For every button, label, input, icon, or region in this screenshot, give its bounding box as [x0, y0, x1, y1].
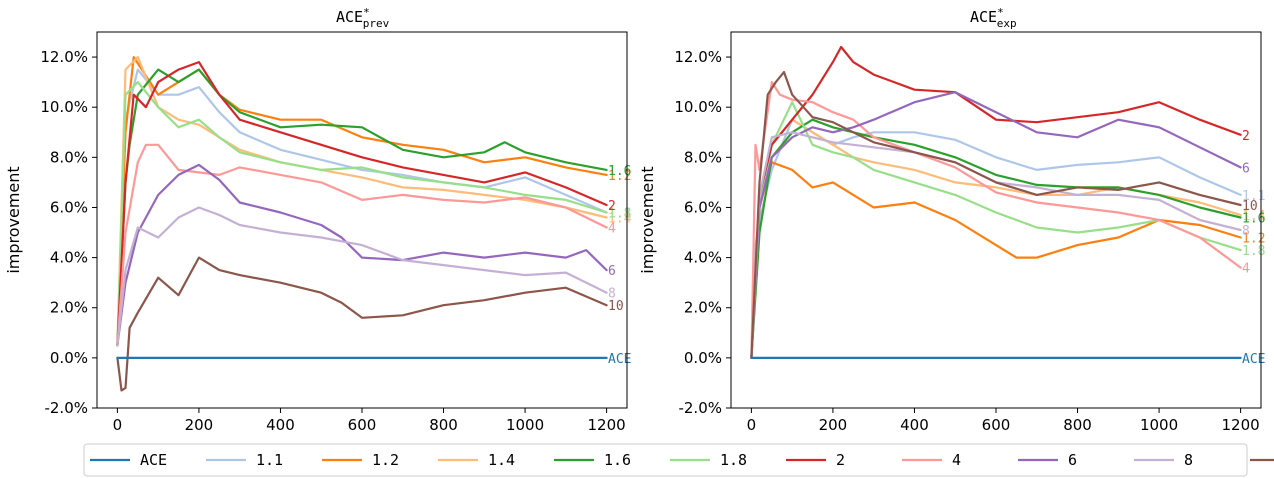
series-lines	[750, 45, 1242, 359]
legend-label-ACE: ACE	[140, 451, 167, 469]
end-label-4: 4	[608, 222, 616, 237]
end-label-8: 8	[608, 287, 616, 302]
chart-title: ACE* prev	[336, 6, 390, 30]
chart-panel-prev: ACE 1.1 1.2 1.4 1.6 1.82 4 6 810 0 200 400 600 800 100…	[4, 6, 632, 434]
legend-label-2: 2	[836, 451, 845, 469]
y-tick-label: 10.0%	[674, 98, 722, 116]
y-tick-label: 2.0%	[50, 299, 88, 317]
series-line-4	[750, 80, 1242, 359]
x-tick-label: 600	[348, 416, 377, 434]
y-tick-label: -2.0%	[678, 399, 722, 417]
series-line-2	[750, 45, 1242, 359]
end-label-ACE: ACE	[608, 352, 631, 367]
y-tick-label: 8.0%	[50, 148, 88, 166]
series-line-2	[116, 60, 608, 347]
series-line-8	[116, 206, 608, 347]
axes-frame	[730, 31, 1262, 409]
series-line-1-2	[116, 55, 608, 347]
series-line-6	[116, 163, 608, 347]
x-tick-label: 400	[266, 416, 295, 434]
legend-label-1-8: 1.8	[720, 451, 747, 469]
x-tick-label: 0	[113, 416, 123, 434]
series-lines	[116, 55, 608, 392]
x-tick-label: 800	[1063, 416, 1092, 434]
x-tick-label: 0	[747, 416, 757, 434]
chart-panel-exp: ACE 1.1 1.2 1.41.6 1.8 2 4 6 8 10 0 200 400 600 800 100…	[638, 6, 1266, 434]
x-tick-label: 1200	[588, 416, 626, 434]
x-tick-label: 1000	[1140, 416, 1178, 434]
end-label-1-6: 1.6	[1242, 211, 1265, 226]
legend-label-1-2: 1.2	[372, 451, 399, 469]
end-label-4: 4	[1242, 262, 1250, 277]
end-label-1-2: 1.2	[608, 169, 631, 184]
series-line-6	[750, 91, 1242, 359]
series-line-1-4	[116, 55, 608, 347]
x-tick-label: 1000	[506, 416, 544, 434]
y-axis-label: improvement	[4, 166, 23, 273]
legend-label-1-1: 1.1	[256, 451, 283, 469]
legend-label-8: 8	[1184, 451, 1193, 469]
end-label-ACE: ACE	[1242, 352, 1265, 367]
y-axis-label: improvement	[638, 166, 657, 273]
y-tick-label: 6.0%	[684, 198, 722, 216]
end-label-1-8: 1.8	[608, 206, 631, 221]
series-line-1-4	[750, 118, 1242, 359]
x-tick-label: 600	[982, 416, 1011, 434]
x-tick-label: 800	[429, 416, 458, 434]
end-label-1-6: 1.6	[608, 164, 631, 179]
end-label-6: 6	[1242, 161, 1250, 176]
y-tick-label: 12.0%	[674, 48, 722, 66]
series-line-1-2	[750, 161, 1242, 359]
y-tick-label: 6.0%	[50, 198, 88, 216]
y-tick-label: 0.0%	[50, 349, 88, 367]
end-label-1-1: 1.1	[1242, 189, 1265, 204]
x-tick-label: 400	[900, 416, 929, 434]
chart-title: ACE* exp	[970, 6, 1017, 30]
end-label-1-8: 1.8	[1242, 244, 1265, 259]
series-line-1-1	[750, 118, 1242, 359]
y-tick-label: -2.0%	[44, 399, 88, 417]
legend-label-4: 4	[952, 451, 961, 469]
y-tick-label: 4.0%	[684, 249, 722, 267]
end-label-8: 8	[1242, 224, 1250, 239]
end-label-1-1: 1.1	[608, 206, 631, 221]
series-line-10	[116, 256, 608, 392]
end-label-2: 2	[1242, 129, 1250, 144]
end-label-10: 10	[1242, 199, 1258, 214]
x-tick-label: 200	[819, 416, 848, 434]
legend-frame	[83, 443, 1248, 477]
y-tick-label: 0.0%	[684, 349, 722, 367]
series-line-1-6	[750, 118, 1242, 359]
legend-label-6: 6	[1068, 451, 1077, 469]
end-label-1-4: 1.4	[1242, 209, 1266, 224]
y-tick-label: 2.0%	[684, 299, 722, 317]
legend-label-1-6: 1.6	[604, 451, 631, 469]
end-label-6: 6	[608, 264, 616, 279]
series-line-1-6	[116, 68, 608, 347]
y-tick-label: 12.0%	[40, 48, 88, 66]
legend-label-1-4: 1.4	[488, 451, 515, 469]
end-label-1-4: 1.4	[608, 211, 632, 226]
series-line-1-1	[116, 68, 608, 347]
x-tick-label: 1200	[1222, 416, 1260, 434]
end-label-2: 2	[608, 199, 616, 214]
series-line-1-8	[116, 80, 608, 347]
series-line-1-8	[750, 101, 1242, 359]
x-tick-label: 200	[185, 416, 214, 434]
y-tick-label: 8.0%	[684, 148, 722, 166]
y-tick-label: 10.0%	[40, 98, 88, 116]
end-label-1-2: 1.2	[1242, 232, 1265, 247]
y-tick-label: 4.0%	[50, 249, 88, 267]
end-label-10: 10	[608, 299, 624, 314]
series-line-4	[116, 143, 608, 347]
series-line-10	[750, 70, 1242, 359]
